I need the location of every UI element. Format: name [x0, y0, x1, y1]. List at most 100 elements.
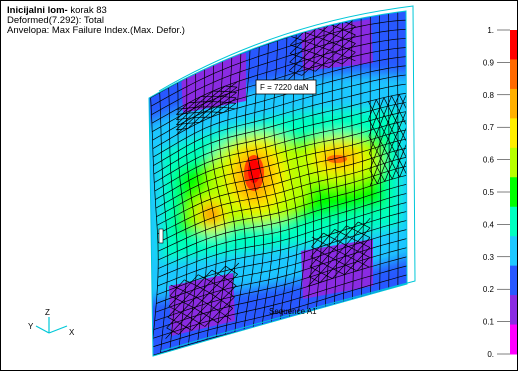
legend-swatch: [510, 177, 517, 208]
mesh-line: [157, 174, 407, 252]
mesh-line: [398, 93, 407, 112]
mesh-line: [303, 27, 317, 41]
mesh-line: [192, 303, 209, 320]
mesh-line: [328, 46, 343, 60]
mesh-line: [187, 111, 201, 124]
mesh-line: [320, 258, 334, 273]
mesh-line: [376, 131, 385, 152]
mesh-line: [166, 312, 182, 329]
mesh-line: [196, 269, 213, 287]
mesh-line: [188, 96, 201, 109]
legend-swatch: [510, 118, 517, 149]
mesh-line: [321, 248, 335, 264]
mesh-line: [322, 238, 335, 254]
mesh-line: [221, 285, 237, 301]
mesh-line: [368, 116, 377, 137]
legend-swatch: [510, 206, 517, 237]
deformation-line: Deformed(7.292): Total: [7, 15, 104, 26]
mesh-line: [157, 201, 407, 278]
title-bold: Inicijalni lom-: [7, 5, 68, 16]
mesh-line: [342, 34, 356, 47]
mesh-line: [176, 107, 189, 120]
mesh-line: [344, 260, 358, 275]
mesh-line: [224, 81, 238, 92]
sequence-label: Sequence A1: [269, 307, 317, 316]
mesh-line: [345, 241, 359, 256]
mesh-line: [182, 285, 198, 302]
mesh-line: [155, 120, 407, 200]
mesh-line: [290, 31, 304, 46]
legend-swatch: [510, 324, 517, 355]
mesh-line: [376, 114, 385, 135]
mesh-line: [154, 102, 407, 183]
edge-marker: [158, 228, 164, 244]
mesh-line: [319, 268, 334, 283]
mesh-line: [150, 19, 407, 107]
mesh-line: [152, 65, 407, 150]
mesh-line: [399, 142, 407, 161]
mesh-line: [302, 45, 317, 59]
mesh-line: [158, 183, 407, 261]
mesh-line: [383, 95, 392, 115]
mesh-line: [357, 237, 371, 252]
legend-tick-label: 0.: [487, 350, 494, 359]
title-rest: korak 83: [67, 5, 107, 16]
mesh-line: [224, 86, 238, 97]
mesh-line: [199, 101, 213, 113]
deformed-mesh: [150, 11, 407, 356]
mesh-line: [322, 229, 335, 244]
mesh-line: [200, 90, 214, 103]
mesh-line: [217, 308, 233, 324]
mesh-line: [307, 272, 322, 287]
mesh-line: [183, 274, 199, 292]
legend-tick-label: 0.8: [483, 91, 495, 100]
mesh-line: [152, 74, 407, 158]
mesh-line: [199, 111, 212, 123]
mesh-line: [187, 106, 201, 119]
mesh-line: [188, 101, 201, 114]
x-axis-line: [48, 325, 68, 334]
y-axis-line: [35, 325, 50, 334]
mesh-line: [191, 315, 207, 331]
mesh-line: [211, 107, 224, 118]
mesh-line: [155, 129, 407, 209]
undeformed-outline: [148, 5, 416, 357]
mesh-line: [391, 110, 400, 130]
mesh-line: [153, 83, 407, 166]
mesh-line: [375, 97, 385, 118]
mesh-line: [301, 62, 317, 76]
x-axis-label: X: [69, 328, 75, 337]
force-label: F = 7220 daN: [260, 83, 309, 92]
force-annotation[interactable]: F = 7220 daN: [255, 79, 317, 95]
result-line: Anvelopa: Max Failure Index.(Max. Defor.…: [7, 25, 185, 36]
mesh-line: [157, 156, 407, 235]
mesh-line: [176, 123, 189, 136]
mesh-line: [333, 235, 347, 250]
contour-field: [149, 11, 407, 356]
mesh-line: [399, 126, 407, 145]
mesh-line: [345, 231, 359, 246]
mesh-line: [384, 146, 393, 166]
mesh-line: [151, 37, 407, 124]
mesh-line: [369, 167, 378, 187]
mesh-line: [152, 265, 407, 339]
mesh-line: [158, 192, 407, 269]
mesh-line: [167, 301, 183, 318]
mesh-line: [332, 264, 346, 279]
mesh-line: [168, 290, 184, 307]
mesh-line: [223, 97, 237, 108]
mesh-line: [315, 49, 330, 63]
mesh-line: [308, 262, 322, 277]
mesh-line: [384, 129, 393, 149]
legend-swatch: [510, 236, 517, 267]
legend-labels: 1. 0.9 0.8 0.7 0.6 0.5 0.4 0.3 0.2 0.1 0.: [483, 26, 510, 359]
legend-tick-label: 0.6: [483, 156, 495, 165]
mesh-line: [383, 112, 392, 132]
legend-swatch: [510, 295, 517, 326]
mesh-line: [153, 256, 407, 330]
mesh-line: [328, 55, 343, 68]
mesh-line: [391, 94, 400, 113]
